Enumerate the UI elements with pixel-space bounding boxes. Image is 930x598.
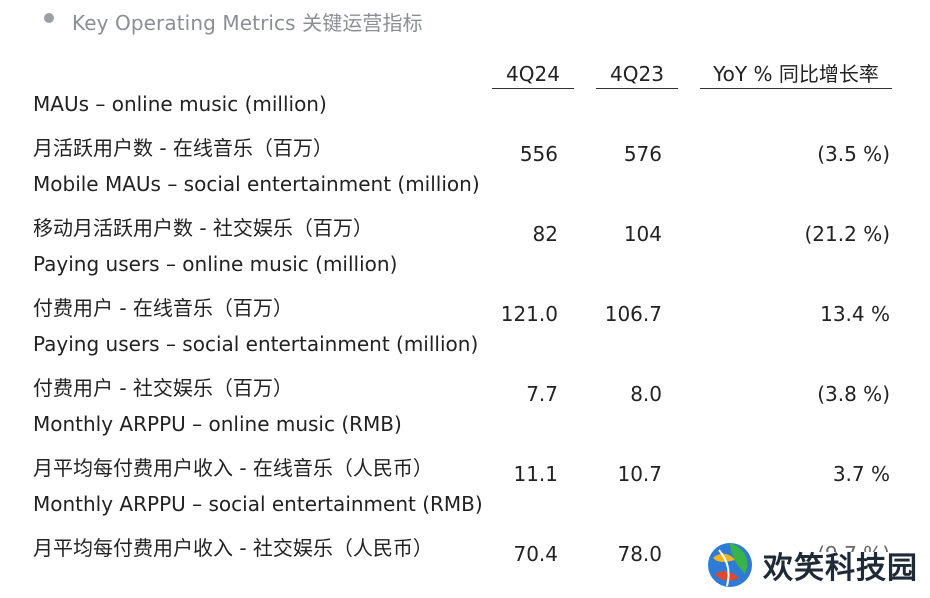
value-yoy: (9.7 %) xyxy=(817,542,890,552)
row-label-cn: 移动月活跃用户数 - 社交娱乐（百万） xyxy=(33,216,373,240)
row-label-cn: 付费用户 - 社交娱乐（百万） xyxy=(33,376,293,400)
value-4q23: 104 xyxy=(623,222,662,246)
column-header-yoy: YoY % 同比增长率 xyxy=(700,60,892,89)
row-label-en: Monthly ARPPU – online music (RMB) xyxy=(33,412,402,436)
row-label-cn: 月活跃用户数 - 在线音乐（百万） xyxy=(33,136,333,160)
value-4q23: 78.0 xyxy=(617,542,662,566)
row-label-cn: 月平均每付费用户收入 - 在线音乐（人民币） xyxy=(33,456,433,480)
column-header-4q23: 4Q23 xyxy=(596,60,678,89)
row-label-cn: 付费用户 - 在线音乐（百万） xyxy=(33,296,293,320)
row-label-en: Paying users – online music (million) xyxy=(33,252,398,276)
value-4q24: 7.7 xyxy=(526,382,558,406)
value-4q24: 11.1 xyxy=(513,462,558,486)
value-4q23: 576 xyxy=(623,142,662,166)
value-4q23: 8.0 xyxy=(630,382,662,406)
row-label-en: MAUs – online music (million) xyxy=(33,92,327,116)
value-yoy: 13.4 % xyxy=(820,302,890,326)
value-4q24: 82 xyxy=(532,222,558,246)
value-4q23: 106.7 xyxy=(604,302,662,326)
value-4q24: 556 xyxy=(519,142,558,166)
value-4q23: 10.7 xyxy=(617,462,662,486)
row-label-en: Monthly ARPPU – social entertainment (RM… xyxy=(33,492,483,516)
value-4q24: 70.4 xyxy=(513,542,558,566)
value-yoy: (3.8 %) xyxy=(817,382,890,406)
column-header-4q24: 4Q24 xyxy=(492,60,574,89)
value-yoy: (21.2 %) xyxy=(804,222,891,246)
section-title: Key Operating Metrics 关键运营指标 xyxy=(44,4,423,38)
row-label-en: Paying users – social entertainment (mil… xyxy=(33,332,479,356)
value-yoy: 3.7 % xyxy=(832,462,890,486)
value-4q24: 121.0 xyxy=(500,302,558,326)
row-label-cn: 月平均每付费用户收入 - 社交娱乐（人民币） xyxy=(33,536,433,560)
leaf-globe-icon xyxy=(708,543,752,587)
watermark: 欢笑科技园 xyxy=(705,540,918,590)
title-text: Key Operating Metrics 关键运营指标 xyxy=(72,10,423,35)
row-label-en: Mobile MAUs – social entertainment (mill… xyxy=(33,172,480,196)
watermark-text: 欢笑科技园 xyxy=(763,551,918,586)
value-yoy: (3.5 %) xyxy=(817,142,890,166)
bullet-icon xyxy=(44,13,54,23)
